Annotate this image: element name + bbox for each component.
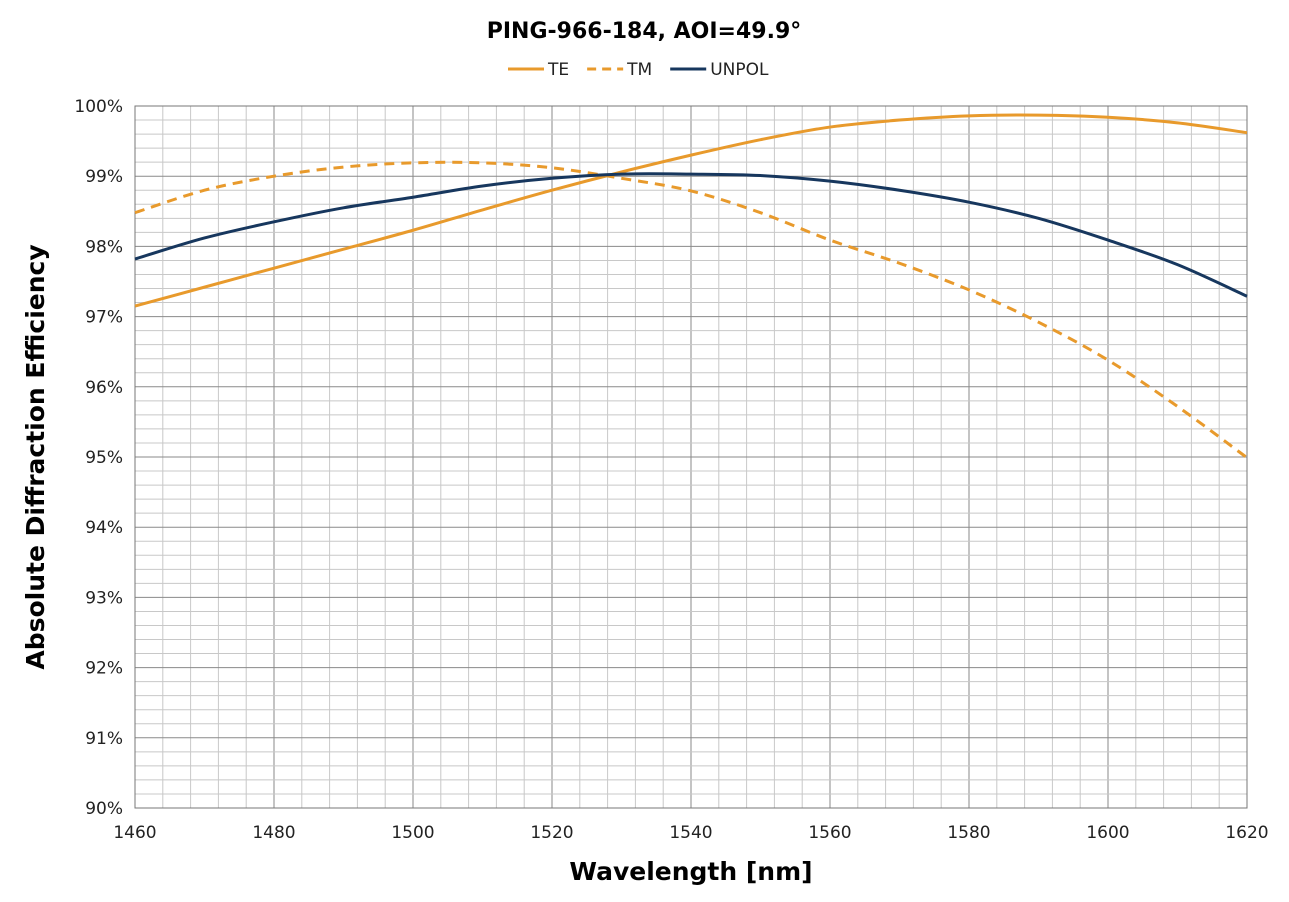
y-axis-label: Absolute Diffraction Efficiency (21, 244, 50, 669)
x-tick-label: 1520 (530, 823, 573, 843)
series-line-tm (134, 160, 1248, 459)
chart-title: PING-966-184, AOI=49.9° (487, 19, 802, 44)
y-tick-label: 95% (85, 448, 123, 468)
x-tick-label: 1500 (391, 823, 434, 843)
y-tick-label: 98% (85, 237, 123, 257)
x-tick-label: 1540 (669, 823, 712, 843)
y-tick-label: 91% (85, 729, 123, 749)
y-tick-label: 94% (85, 518, 123, 538)
legend-label: TE (547, 60, 569, 80)
x-tick-label: 1560 (808, 823, 851, 843)
y-tick-label: 92% (85, 659, 123, 679)
x-tick-label: 1460 (113, 823, 156, 843)
x-tick-label: 1620 (1225, 823, 1268, 843)
x-axis-label: Wavelength [nm] (569, 857, 812, 886)
y-tick-label: 100% (74, 97, 123, 117)
series-line-unpol (134, 172, 1248, 298)
series-lines (134, 113, 1248, 459)
x-tick-label: 1600 (1086, 823, 1129, 843)
x-tick-label: 1480 (252, 823, 295, 843)
y-tick-label: 99% (85, 167, 123, 187)
y-tick-label: 96% (85, 378, 123, 398)
grid (134, 105, 1248, 809)
y-tick-label: 93% (85, 588, 123, 608)
legend: TE TM UNPOL (508, 60, 769, 80)
series-line-te (134, 113, 1248, 308)
plot-border (134, 105, 1248, 809)
y-tick-label: 97% (85, 308, 123, 328)
legend-label: UNPOL (710, 60, 769, 80)
x-tick-label: 1580 (947, 823, 990, 843)
legend-label: TM (626, 60, 652, 80)
tick-labels: 1460 1480 1500 1520 1540 1560 1580 1600 1620 90% 9… (74, 97, 1268, 843)
y-tick-label: 90% (85, 799, 123, 819)
